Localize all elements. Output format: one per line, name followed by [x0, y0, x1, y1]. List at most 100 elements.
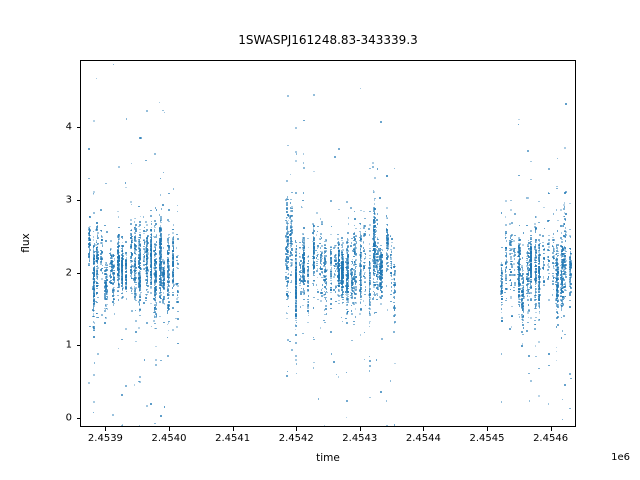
data-point [101, 244, 104, 247]
data-point [162, 302, 165, 305]
data-point [298, 252, 301, 255]
data-point [138, 260, 140, 263]
data-point [369, 313, 371, 316]
data-point [93, 290, 95, 293]
data-point [291, 349, 293, 351]
data-point [353, 224, 356, 227]
data-point [167, 329, 170, 332]
data-point [96, 273, 98, 276]
data-point [307, 269, 309, 271]
data-point [295, 342, 297, 344]
data-point [125, 275, 127, 277]
data-point [112, 272, 114, 274]
data-point [139, 236, 141, 239]
data-point [316, 255, 319, 257]
data-point [121, 244, 123, 247]
data-point [104, 297, 107, 300]
data-point [134, 217, 137, 220]
data-point [138, 244, 141, 246]
data-point [330, 200, 332, 202]
data-point [135, 267, 137, 270]
data-point [105, 290, 108, 293]
data-point [162, 287, 165, 289]
data-point [139, 307, 141, 310]
data-point [139, 252, 141, 255]
data-point [350, 304, 353, 307]
data-point [138, 259, 141, 261]
data-point [125, 284, 128, 286]
data-point [158, 247, 161, 249]
data-point [109, 247, 112, 250]
data-point [135, 269, 137, 272]
data-point [92, 284, 95, 286]
data-point [360, 259, 362, 262]
data-point [337, 233, 340, 236]
data-point [163, 296, 165, 298]
data-point [106, 296, 109, 298]
data-point [341, 236, 343, 239]
data-point [145, 267, 148, 270]
data-point [289, 173, 292, 176]
data-point [139, 289, 142, 291]
data-point [390, 293, 392, 296]
data-point [134, 272, 137, 275]
data-point [110, 240, 112, 242]
data-point [353, 218, 356, 220]
data-point [135, 230, 137, 232]
data-point [97, 232, 99, 235]
data-point [88, 251, 91, 254]
data-point [95, 241, 98, 243]
data-point [100, 257, 103, 260]
data-point [96, 312, 99, 315]
data-point [307, 246, 310, 249]
data-point [369, 210, 371, 213]
data-point [172, 243, 174, 245]
data-point [150, 220, 153, 223]
data-point [379, 278, 381, 280]
data-point [139, 251, 142, 254]
data-point [95, 271, 98, 274]
data-point [92, 276, 95, 279]
data-point [160, 215, 162, 218]
data-point [138, 281, 140, 284]
data-point [346, 293, 349, 296]
data-point [368, 267, 371, 269]
data-point [93, 283, 95, 286]
data-point [133, 239, 136, 241]
data-point [337, 376, 340, 378]
data-point [131, 310, 133, 312]
data-point [135, 240, 137, 242]
data-point [139, 224, 141, 226]
data-point [93, 280, 96, 282]
data-point [131, 292, 133, 295]
data-point [176, 294, 179, 296]
data-point [95, 300, 98, 303]
data-point [360, 309, 362, 312]
data-point [138, 287, 141, 289]
data-point [88, 260, 91, 262]
data-point [134, 252, 136, 255]
data-point [93, 261, 95, 264]
data-point [363, 358, 366, 361]
data-point [130, 241, 133, 243]
data-point [303, 283, 306, 285]
data-point [92, 263, 95, 265]
data-point [160, 291, 162, 294]
data-point [325, 247, 327, 250]
data-point [154, 345, 157, 348]
data-point [364, 253, 367, 256]
data-point [316, 270, 318, 272]
data-point [162, 204, 164, 207]
data-point [313, 246, 315, 248]
data-point [135, 228, 137, 230]
data-point [334, 156, 336, 158]
data-point [162, 267, 165, 269]
data-point [307, 301, 310, 304]
data-point [118, 286, 120, 289]
data-point [113, 269, 116, 272]
data-point [125, 287, 128, 290]
data-point [134, 236, 136, 238]
data-point [93, 328, 95, 330]
data-point [101, 243, 104, 246]
data-point [135, 224, 137, 226]
